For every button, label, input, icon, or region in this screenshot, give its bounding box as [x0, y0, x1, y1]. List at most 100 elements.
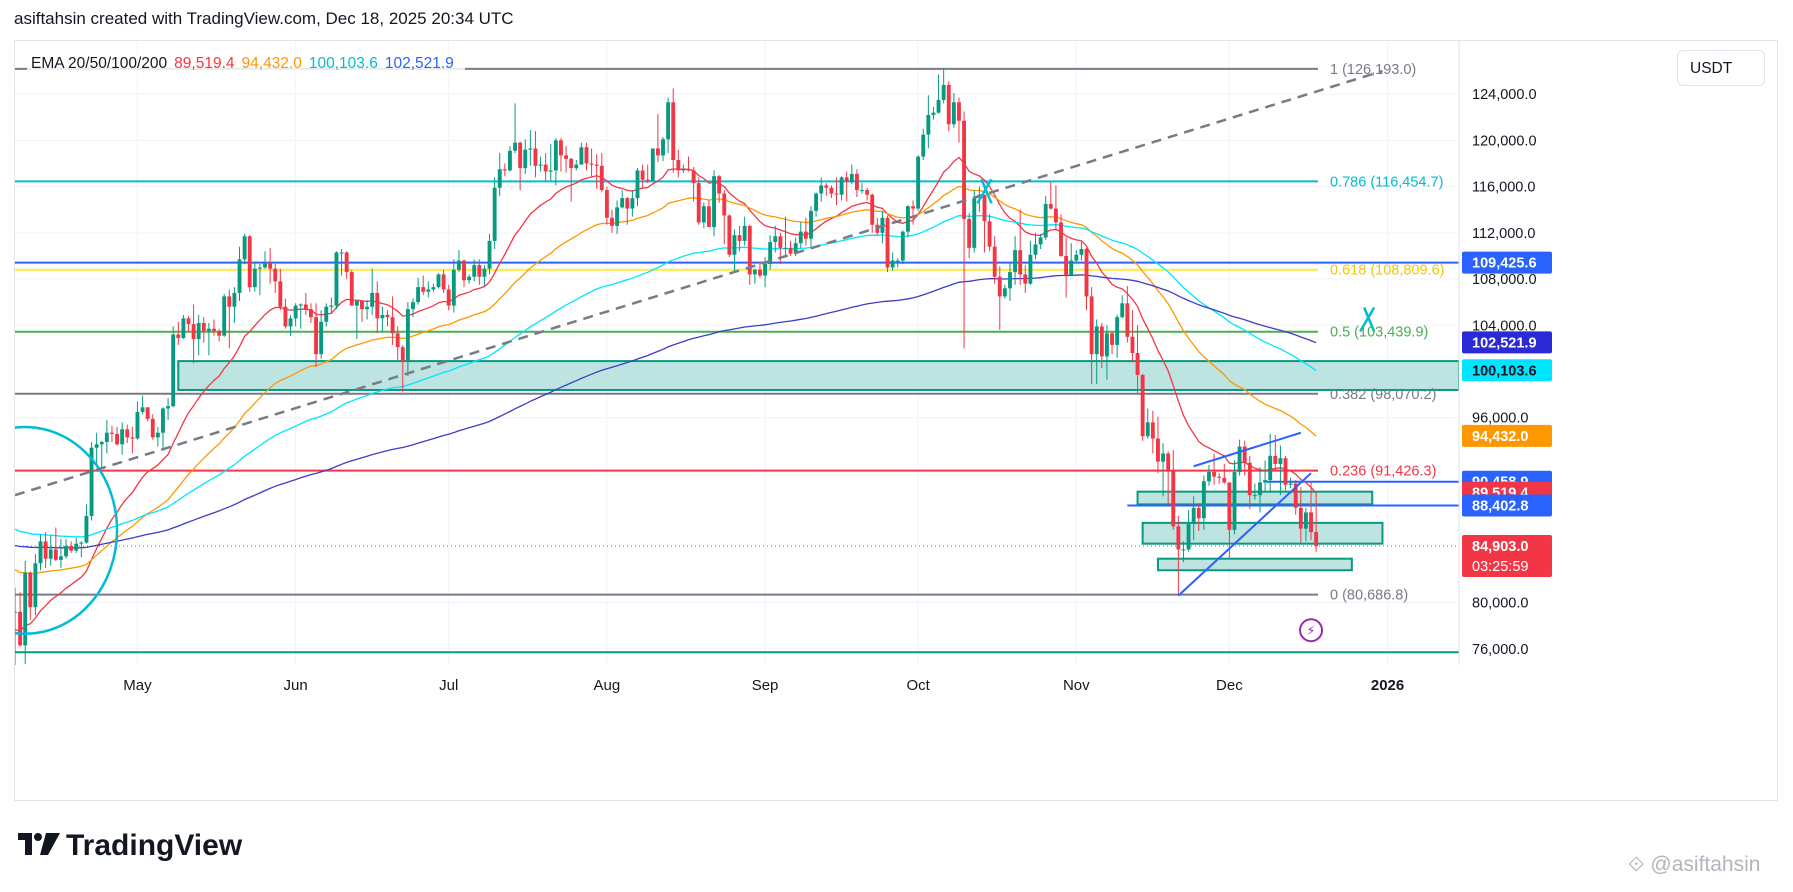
- candle[interactable]: [599, 153, 604, 193]
- candle[interactable]: [640, 164, 645, 188]
- candle[interactable]: [1059, 214, 1063, 258]
- candle[interactable]: [931, 106, 936, 120]
- candle[interactable]: [548, 143, 553, 181]
- candle[interactable]: [610, 209, 614, 233]
- candle[interactable]: [706, 200, 711, 228]
- candle[interactable]: [227, 289, 232, 349]
- candle[interactable]: [936, 74, 941, 114]
- candle[interactable]: [645, 164, 650, 184]
- candle[interactable]: [1013, 236, 1018, 285]
- candle[interactable]: [1166, 451, 1171, 505]
- candle[interactable]: [543, 153, 548, 181]
- candle[interactable]: [809, 206, 813, 247]
- price-tag[interactable]: 88,402.8: [1462, 494, 1552, 517]
- candle[interactable]: [13, 587, 17, 665]
- candle[interactable]: [467, 274, 472, 284]
- candle[interactable]: [1079, 242, 1084, 261]
- candle[interactable]: [1298, 487, 1303, 543]
- candle[interactable]: [1135, 325, 1140, 394]
- price-axis-tick[interactable]: 116,000.0: [1472, 180, 1535, 196]
- candle[interactable]: [53, 527, 58, 561]
- candle[interactable]: [1247, 455, 1252, 509]
- candle[interactable]: [273, 264, 278, 293]
- candle[interactable]: [972, 190, 977, 253]
- candle[interactable]: [441, 269, 446, 293]
- candle[interactable]: [916, 155, 921, 211]
- candle[interactable]: [1207, 465, 1211, 486]
- candle[interactable]: [926, 95, 931, 149]
- candle[interactable]: [125, 424, 130, 444]
- candle[interactable]: [681, 164, 686, 173]
- candle[interactable]: [650, 148, 655, 181]
- candle[interactable]: [18, 592, 23, 647]
- candle[interactable]: [559, 138, 563, 172]
- candle[interactable]: [1156, 416, 1160, 474]
- candle[interactable]: [870, 193, 875, 233]
- time-axis-label[interactable]: Aug: [594, 677, 621, 694]
- candle[interactable]: [1237, 439, 1242, 476]
- candle[interactable]: [635, 168, 640, 207]
- candle[interactable]: [334, 251, 339, 310]
- candle[interactable]: [798, 222, 803, 248]
- candle[interactable]: [74, 537, 79, 553]
- candle[interactable]: [314, 303, 318, 367]
- candle[interactable]: [477, 259, 482, 285]
- candle[interactable]: [171, 326, 176, 408]
- candle[interactable]: [620, 190, 625, 209]
- time-axis-label[interactable]: Oct: [906, 677, 930, 694]
- candle[interactable]: [1064, 237, 1069, 298]
- candle[interactable]: [579, 142, 584, 165]
- candle[interactable]: [150, 414, 155, 440]
- candle[interactable]: [1033, 232, 1038, 260]
- candle[interactable]: [839, 176, 844, 201]
- candle[interactable]: [1074, 250, 1079, 263]
- candle[interactable]: [456, 250, 461, 273]
- candle[interactable]: [824, 183, 829, 196]
- candle[interactable]: [431, 283, 436, 292]
- channel-upper-dec[interactable]: [1193, 431, 1302, 468]
- candle[interactable]: [278, 268, 283, 311]
- candle[interactable]: [99, 440, 104, 469]
- price-axis-tick[interactable]: 96,000.0: [1472, 411, 1528, 427]
- candle[interactable]: [212, 319, 216, 336]
- candle[interactable]: [38, 534, 43, 571]
- candle[interactable]: [1314, 492, 1319, 552]
- candle[interactable]: [829, 185, 834, 199]
- candle[interactable]: [257, 264, 262, 296]
- candle[interactable]: [1293, 480, 1298, 515]
- candle[interactable]: [1028, 240, 1033, 285]
- candle[interactable]: [1115, 314, 1120, 358]
- candle[interactable]: [319, 310, 324, 359]
- candle[interactable]: [1069, 243, 1074, 276]
- candle[interactable]: [1242, 440, 1247, 476]
- candle[interactable]: [360, 299, 364, 322]
- candle[interactable]: [309, 303, 313, 323]
- candle[interactable]: [803, 217, 808, 246]
- candle[interactable]: [1008, 262, 1012, 301]
- candle[interactable]: [528, 129, 533, 166]
- candle[interactable]: [385, 310, 390, 327]
- candle[interactable]: [1201, 475, 1206, 530]
- price-axis-tick[interactable]: 120,000.0: [1472, 133, 1537, 149]
- candle[interactable]: [630, 190, 635, 217]
- candle[interactable]: [860, 183, 864, 194]
- candle[interactable]: [288, 314, 293, 336]
- candle[interactable]: [206, 322, 211, 356]
- candle[interactable]: [196, 314, 201, 356]
- rising-trendline-dec[interactable]: [1177, 472, 1312, 597]
- candle[interactable]: [1089, 287, 1094, 385]
- candle[interactable]: [120, 422, 125, 455]
- candle[interactable]: [1002, 284, 1007, 299]
- candle[interactable]: [58, 539, 63, 568]
- candle[interactable]: [487, 233, 492, 275]
- candle[interactable]: [247, 235, 252, 292]
- candle[interactable]: [64, 539, 68, 559]
- candle[interactable]: [69, 541, 74, 553]
- candle[interactable]: [1263, 460, 1268, 492]
- candle[interactable]: [263, 251, 267, 269]
- candle[interactable]: [1053, 185, 1058, 231]
- time-axis-label[interactable]: Nov: [1063, 677, 1090, 694]
- candle[interactable]: [1176, 515, 1181, 596]
- candle[interactable]: [303, 292, 308, 315]
- candle[interactable]: [900, 230, 905, 265]
